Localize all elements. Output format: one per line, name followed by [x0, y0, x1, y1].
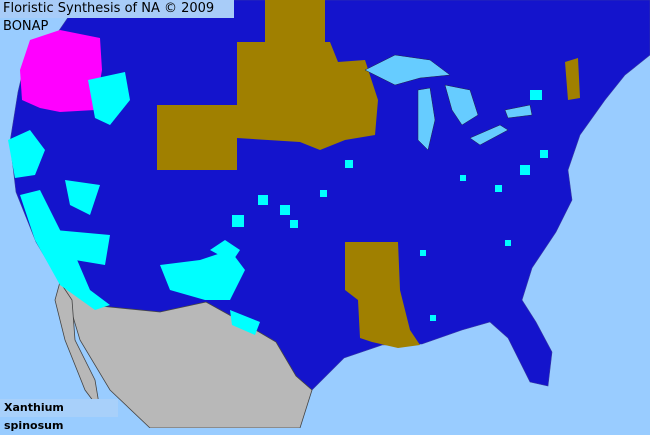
state-montana-region: [265, 0, 325, 45]
state-vermont: [565, 58, 580, 100]
great-lakes: [364, 54, 533, 151]
species-label: Xanthium spinosum: [0, 399, 118, 432]
lake-huron: [444, 84, 479, 126]
mexico: [59, 281, 313, 428]
lake-superior: [364, 54, 451, 86]
state-wyoming: [157, 105, 237, 170]
lake-erie: [469, 124, 509, 146]
states-oregon-washington-noxious: [20, 30, 102, 112]
adventive-counties: [8, 72, 548, 335]
lake-ontario: [504, 104, 533, 119]
map-title: Floristic Synthesis of NA © 2009 BONAP: [0, 0, 234, 34]
states-arkansas-louisiana: [345, 242, 420, 348]
lake-michigan: [417, 87, 436, 151]
north-america-land: [9, 0, 650, 391]
states-dakotas-minnesota: [237, 42, 378, 150]
